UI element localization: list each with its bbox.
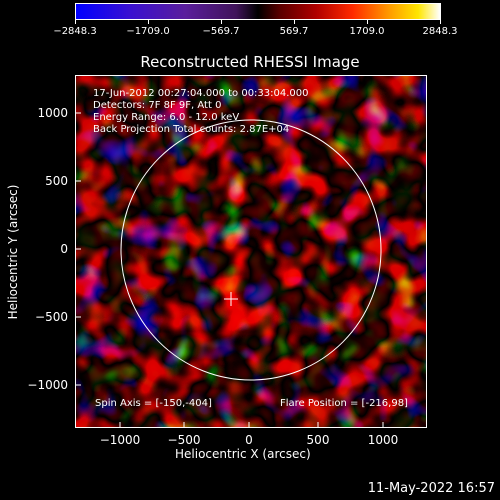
y-axis-label: Heliocentric Y (arcsec) — [6, 184, 20, 320]
x-tick-label: 0 — [245, 433, 253, 447]
info-method-counts: Back Projection Total counts: 2.87E+04 — [93, 124, 290, 135]
colorbar-tick — [148, 20, 149, 24]
info-detectors: Detectors: 7F 8F 9F, Att 0 — [93, 100, 222, 111]
colorbar-tick — [440, 20, 441, 24]
colorbar-tick — [367, 20, 368, 24]
colorbar-tick — [294, 20, 295, 24]
image-plot-area: 17-Jun-2012 00:27:04.000 to 00:33:04.000… — [75, 75, 427, 428]
spin-axis-text: Spin Axis = [-150,-404] — [95, 398, 212, 409]
colorbar-label: 1709.0 — [349, 26, 385, 37]
x-tick-label: 500 — [306, 433, 330, 447]
info-energy-range: Energy Range: 6.0 - 12.0 keV — [93, 112, 240, 123]
x-tick-label: −1000 — [99, 433, 141, 447]
y-tick-label: 0 — [60, 242, 68, 256]
flare-position-text: Flare Position = [-216,98] — [280, 398, 408, 409]
spin-axis-marker — [224, 292, 238, 306]
info-time-range: 17-Jun-2012 00:27:04.000 to 00:33:04.000 — [93, 88, 309, 99]
timestamp: 11-May-2022 16:57 — [367, 481, 495, 496]
y-tick-label: −500 — [35, 310, 68, 324]
x-axis-label: Heliocentric X (arcsec) — [175, 447, 311, 461]
colorbar-label: −1709.0 — [126, 26, 170, 37]
colorbar-label: −569.7 — [202, 26, 240, 37]
colorbar — [75, 3, 441, 20]
x-tick-label: 1000 — [367, 433, 399, 447]
y-tick-label: 1000 — [37, 106, 68, 120]
y-tick-label: −1000 — [27, 378, 68, 392]
colorbar-tick — [221, 20, 222, 24]
colorbar-label: −2848.3 — [53, 26, 97, 37]
x-tick-label: −500 — [167, 433, 201, 447]
y-tick-label: 500 — [45, 174, 68, 188]
colorbar-label: 2848.3 — [422, 26, 458, 37]
colorbar-tick — [75, 20, 76, 24]
solar-limb-circle — [120, 119, 382, 381]
plot-title: Reconstructed RHESSI Image — [140, 53, 360, 71]
reconstructed-image — [76, 76, 426, 427]
colorbar-label: 569.7 — [279, 26, 309, 37]
